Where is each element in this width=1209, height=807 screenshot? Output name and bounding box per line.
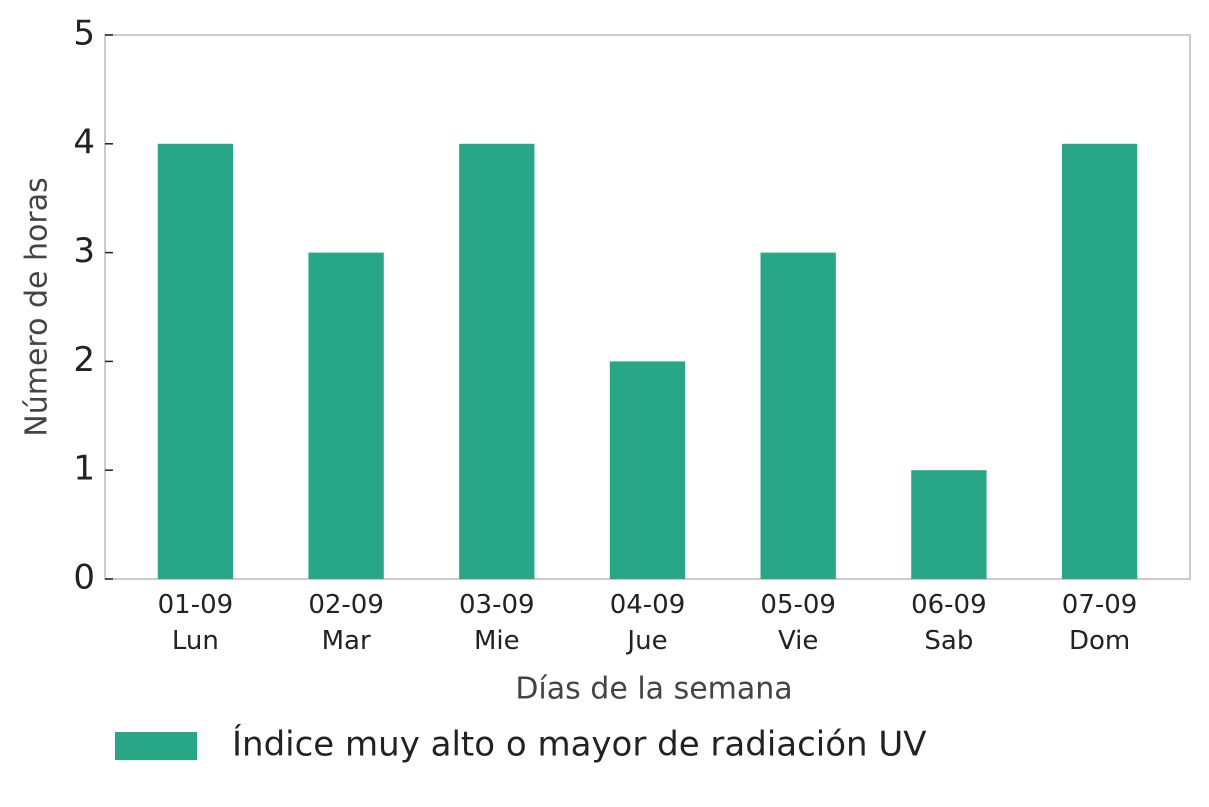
bar <box>1061 143 1138 580</box>
bar <box>459 143 535 580</box>
y-tick-label: 4 <box>73 122 95 162</box>
legend-label: Índice muy alto o mayor de radiación UV <box>232 724 927 765</box>
x-tick-label-line: 03-09 <box>459 590 535 620</box>
bar <box>760 252 836 579</box>
x-tick-label-line: Mie <box>474 626 520 656</box>
y-tick-label: 5 <box>73 14 95 54</box>
x-tick-label-line: 02-09 <box>308 590 384 620</box>
y-axis-label: Número de horas <box>20 177 55 436</box>
y-tick-label: 2 <box>73 340 95 380</box>
x-tick-label-line: 01-09 <box>158 590 234 620</box>
x-tick-label-line: Vie <box>778 626 818 656</box>
x-tick-label: 01-09 Lun <box>158 590 234 656</box>
bar <box>609 361 686 579</box>
x-tick-label-line: Jue <box>625 626 667 656</box>
y-tick-label: 0 <box>73 558 95 598</box>
x-tick-label: 07-09 Dom <box>1062 590 1138 656</box>
x-tick-label-line: 05-09 <box>760 590 836 620</box>
legend-swatch <box>115 732 197 760</box>
bar <box>157 143 234 580</box>
x-tick-label-line: 04-09 <box>610 590 686 620</box>
bar <box>308 252 384 579</box>
y-tick-label: 1 <box>73 449 95 489</box>
x-tick-label: 03-09 Mie <box>459 590 535 656</box>
x-tick-label-line: Dom <box>1069 626 1130 656</box>
x-tick-label-line: Lun <box>172 626 219 656</box>
x-tick-label: 06-09 Sab <box>911 590 987 656</box>
x-tick-label-line: Sab <box>924 626 973 656</box>
x-tick-label: 04-09 Jue <box>610 590 686 656</box>
bar <box>911 470 987 579</box>
x-axis-label: Días de la semana <box>515 672 792 707</box>
x-tick-label-line: 07-09 <box>1062 590 1138 620</box>
y-tick-label: 3 <box>73 231 95 271</box>
x-tick-label-line: 06-09 <box>911 590 987 620</box>
x-tick-label: 05-09 Vie <box>760 590 836 656</box>
x-tick-label-line: Mar <box>322 626 371 656</box>
x-tick-label: 02-09 Mar <box>308 590 384 656</box>
